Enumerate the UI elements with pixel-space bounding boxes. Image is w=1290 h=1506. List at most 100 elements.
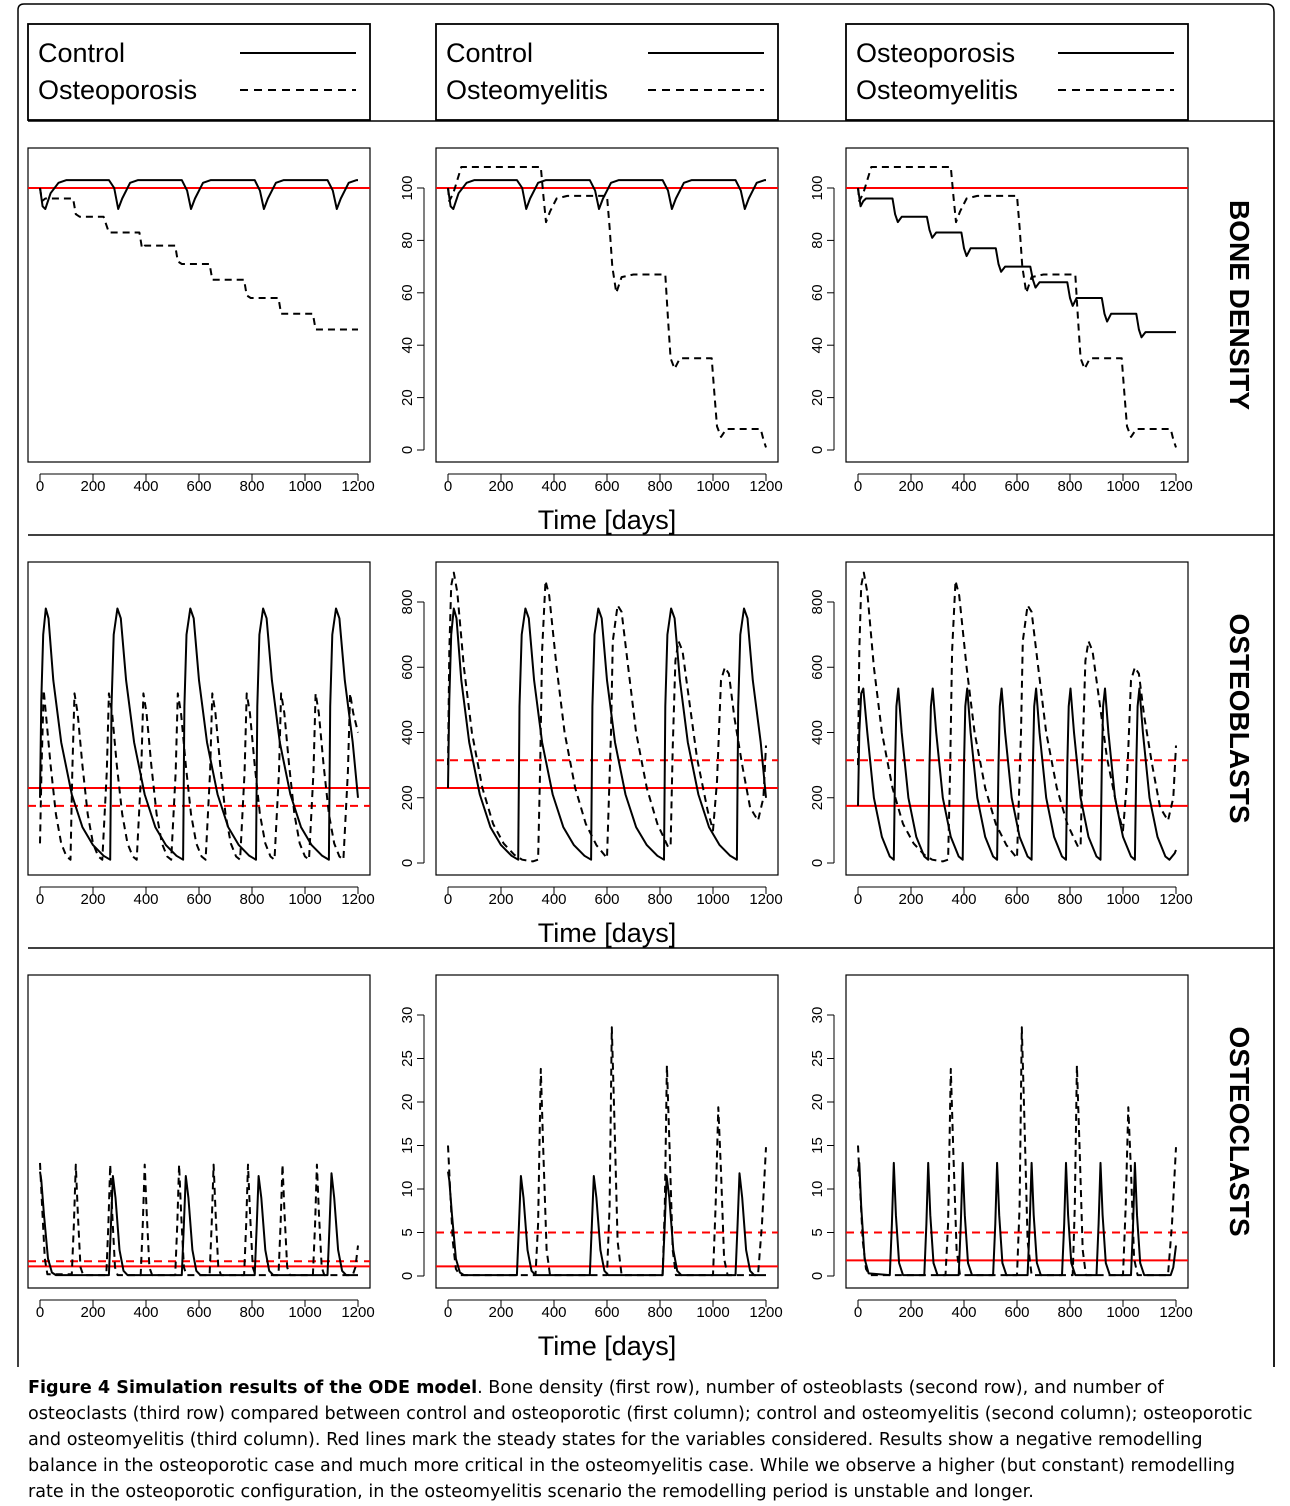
series-line-solid — [447, 1171, 766, 1277]
panel-osteoclasts-2: 0 200 400 600 800 1000 1200 0 5 10 15 20 25 30 — [399, 974, 783, 1321]
panel-frame — [435, 561, 779, 876]
legend-label: Osteomyelitis — [446, 75, 608, 105]
y-tick-label: 20 — [399, 1094, 416, 1111]
x-tick-label: 1200 — [749, 1304, 782, 1321]
x-tick-label: 200 — [488, 478, 513, 495]
panel-series — [28, 607, 370, 861]
row-labels: BONE DENSITY OSTEOBLASTS OSTEOCLASTS — [1224, 200, 1255, 1237]
y-tick-label: 20 — [809, 389, 826, 406]
series-line-solid — [39, 179, 358, 210]
x-tick-label: 1200 — [341, 1304, 374, 1321]
y-tick-label: 0 — [809, 859, 826, 867]
y-tick-label: 80 — [399, 232, 416, 249]
series-line-solid — [857, 687, 1177, 861]
legend-box — [435, 23, 779, 121]
legend-label: Control — [38, 38, 125, 68]
y-tick-label: 200 — [399, 785, 416, 810]
x-tick-label: 800 — [239, 891, 264, 908]
x-tick-label: 800 — [647, 1304, 672, 1321]
x-tick-label: 800 — [239, 478, 264, 495]
x-tick-label: 1000 — [696, 478, 729, 495]
x-tick-label: 0 — [854, 478, 862, 495]
y-tick-label: 100 — [809, 175, 826, 200]
y-tick-label: 0 — [399, 1272, 416, 1280]
x-tick-label: 800 — [1057, 478, 1082, 495]
panel-frame — [845, 974, 1189, 1289]
x-tick-label: 600 — [186, 478, 211, 495]
series-line-dashed — [39, 1162, 359, 1277]
panel-frame — [27, 974, 371, 1289]
y-tick-label: 800 — [399, 589, 416, 614]
x-tick-label: 600 — [186, 1304, 211, 1321]
x-tick-label: 1200 — [341, 891, 374, 908]
x-tick-label: 200 — [80, 1304, 105, 1321]
x-tick-label: 200 — [898, 891, 923, 908]
x-tick-label: 0 — [854, 891, 862, 908]
panel-frame — [845, 561, 1189, 876]
panel-series — [436, 571, 778, 863]
x-tick-label: 400 — [541, 891, 566, 908]
legend-box — [27, 23, 371, 121]
figure-frame — [17, 3, 1275, 1367]
x-tick-label: 400 — [133, 1304, 158, 1321]
x-tick-label: 600 — [594, 891, 619, 908]
series-line-solid — [39, 1171, 358, 1277]
panel-frame — [27, 147, 371, 463]
x-tick-label: 0 — [36, 478, 44, 495]
y-tick-label: 20 — [809, 1094, 826, 1111]
x-tick-label: 400 — [133, 891, 158, 908]
y-tick-label: 0 — [809, 446, 826, 454]
x-tick-label: 600 — [594, 478, 619, 495]
panel-series — [846, 166, 1188, 448]
series-line-dashed — [447, 571, 767, 863]
x-tick-label: 400 — [951, 478, 976, 495]
y-tick-label: 200 — [809, 785, 826, 810]
series-line-dashed — [857, 166, 1177, 448]
caption-title: Figure 4 Simulation results of the ODE m… — [28, 1378, 478, 1398]
x-tick-label: 1200 — [1159, 891, 1192, 908]
y-tick-label: 5 — [399, 1228, 416, 1236]
x-tick-label: 1200 — [1159, 478, 1192, 495]
plot-grid: 0 200 400 600 800 1000 1200 0 200 400 600 800 1000 12… — [27, 147, 1193, 1321]
y-tick-label: 25 — [399, 1050, 416, 1067]
y-tick-label: 15 — [809, 1137, 826, 1154]
panel-osteoclasts-1: 0 200 400 600 800 1000 1200 — [27, 974, 375, 1321]
panel-series — [846, 571, 1188, 863]
legend-label: Osteoporosis — [856, 38, 1015, 68]
panel-frame — [27, 561, 371, 876]
x-tick-label: 400 — [541, 1304, 566, 1321]
row-label: BONE DENSITY — [1224, 200, 1255, 410]
x-tick-label: 1200 — [1159, 1304, 1192, 1321]
x-tick-label: 1000 — [1106, 478, 1139, 495]
x-tick-label: 800 — [239, 1304, 264, 1321]
legend-box — [845, 23, 1189, 121]
x-tick-label: 1200 — [341, 478, 374, 495]
x-tick-label: 1000 — [1106, 891, 1139, 908]
x-tick-label: 0 — [444, 891, 452, 908]
x-tick-label: 200 — [898, 1304, 923, 1321]
panel-frame — [435, 147, 779, 463]
figure-border — [17, 3, 1275, 1367]
y-tick-label: 40 — [809, 337, 826, 354]
panel-bone-density-1: 0 200 400 600 800 1000 1200 — [27, 147, 375, 495]
x-axis-titles: Time [days] Time [days] Time [days] — [538, 505, 677, 1361]
y-tick-label: 60 — [809, 284, 826, 301]
series-line-dashed — [857, 1026, 1177, 1277]
y-tick-label: 600 — [809, 655, 826, 680]
x-tick-label: 1000 — [288, 1304, 321, 1321]
x-tick-label: 800 — [647, 478, 672, 495]
y-tick-label: 100 — [399, 175, 416, 200]
x-tick-label: 600 — [1004, 891, 1029, 908]
x-axis-title: Time [days] — [538, 1331, 677, 1361]
panel-series — [28, 1162, 370, 1277]
series-line-dashed — [39, 689, 359, 861]
figure-caption: Figure 4 Simulation results of the ODE m… — [28, 1375, 1268, 1505]
legend-label: Control — [446, 38, 533, 68]
x-tick-label: 0 — [444, 1304, 452, 1321]
row-label: OSTEOCLASTS — [1224, 1026, 1255, 1236]
series-line-solid — [447, 179, 766, 210]
series-line-dashed — [447, 1026, 767, 1277]
x-tick-label: 200 — [488, 891, 513, 908]
y-tick-label: 0 — [399, 859, 416, 867]
x-tick-label: 400 — [133, 478, 158, 495]
